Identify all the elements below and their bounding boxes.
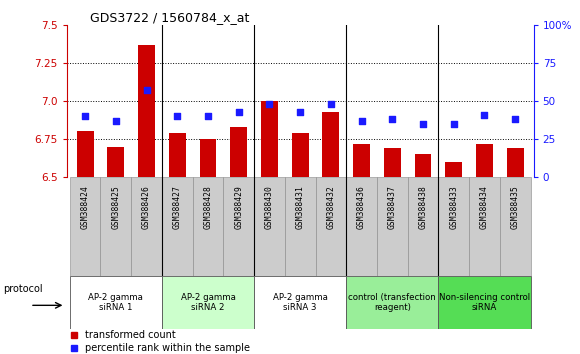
Point (480, 112, 489, 118)
Bar (107, 147, 124, 177)
Bar (162, 177, 193, 276)
Text: GSM388428: GSM388428 (204, 185, 212, 229)
Point (449, 121, 458, 126)
Bar (353, 143, 370, 177)
Point (265, 101, 274, 107)
Bar (200, 139, 216, 177)
Point (295, 109, 305, 114)
Bar (500, 177, 531, 276)
Text: GSM388429: GSM388429 (234, 185, 243, 229)
Bar (469, 177, 500, 276)
Bar (70, 177, 100, 276)
Text: AP-2 gamma
siRNA 2: AP-2 gamma siRNA 2 (180, 293, 235, 312)
Text: GSM388425: GSM388425 (111, 185, 120, 229)
Bar (384, 148, 401, 177)
Text: GSM388430: GSM388430 (265, 185, 274, 229)
Point (234, 109, 244, 114)
Text: control (transfection
reagent): control (transfection reagent) (349, 293, 436, 312)
Text: GSM388432: GSM388432 (327, 185, 335, 229)
Bar (476, 143, 493, 177)
Point (326, 101, 335, 107)
Text: AP-2 gamma
siRNA 3: AP-2 gamma siRNA 3 (273, 293, 328, 312)
Bar (100, 177, 131, 276)
Text: GSM388436: GSM388436 (357, 185, 366, 229)
Point (173, 113, 182, 119)
Bar (346, 177, 377, 276)
Text: GSM388431: GSM388431 (296, 185, 304, 229)
Point (387, 116, 397, 122)
Point (418, 121, 427, 126)
Bar (261, 101, 278, 177)
Text: GSM388424: GSM388424 (81, 185, 90, 229)
Bar (346, 276, 438, 329)
Text: GSM388438: GSM388438 (419, 185, 427, 229)
Bar (408, 177, 438, 276)
Text: GSM388435: GSM388435 (510, 185, 520, 229)
Text: transformed count: transformed count (85, 330, 176, 341)
Bar (131, 177, 162, 276)
Bar (415, 154, 432, 177)
Bar (507, 148, 524, 177)
Text: GDS3722 / 1560784_x_at: GDS3722 / 1560784_x_at (90, 11, 249, 24)
Point (111, 118, 121, 124)
Point (357, 118, 366, 124)
Point (142, 87, 151, 93)
Bar (377, 177, 408, 276)
Text: GSM388433: GSM388433 (450, 185, 458, 229)
Bar (322, 112, 339, 177)
Text: percentile rank within the sample: percentile rank within the sample (85, 343, 251, 353)
Bar (138, 45, 155, 177)
Bar (223, 177, 254, 276)
Bar (316, 177, 346, 276)
Bar (438, 276, 531, 329)
Text: GSM388437: GSM388437 (388, 185, 397, 229)
Bar (77, 131, 93, 177)
Bar (230, 127, 247, 177)
Bar (445, 162, 462, 177)
Bar (438, 177, 469, 276)
Text: Non-silencing control
siRNA: Non-silencing control siRNA (439, 293, 530, 312)
Text: GSM388434: GSM388434 (480, 185, 489, 229)
Bar (292, 133, 309, 177)
Bar (254, 276, 346, 329)
Text: GSM388427: GSM388427 (173, 185, 182, 229)
Point (510, 116, 520, 122)
Bar (70, 276, 162, 329)
Text: GSM388426: GSM388426 (142, 185, 151, 229)
Bar (169, 133, 186, 177)
Point (204, 113, 213, 119)
Point (81, 113, 90, 119)
Bar (193, 177, 223, 276)
Text: protocol: protocol (3, 284, 43, 295)
Bar (162, 276, 254, 329)
Bar (254, 177, 285, 276)
Bar (285, 177, 316, 276)
Text: AP-2 gamma
siRNA 1: AP-2 gamma siRNA 1 (88, 293, 143, 312)
